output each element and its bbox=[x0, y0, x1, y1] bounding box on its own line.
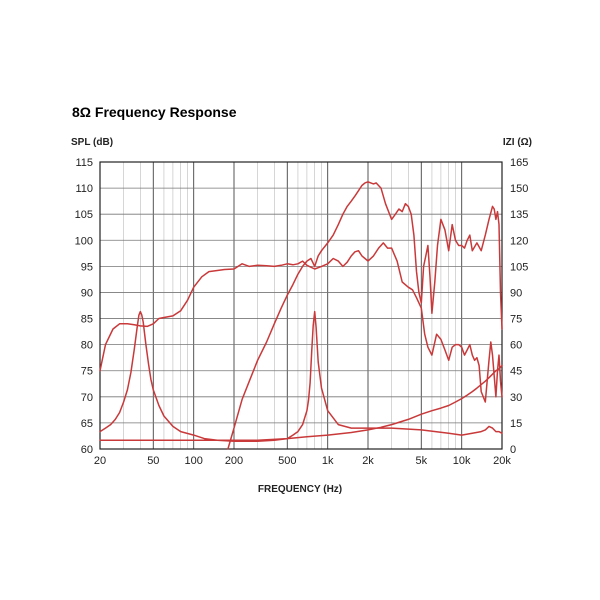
x-tick-label: 20k bbox=[493, 455, 511, 467]
y-tick-label-right: 150 bbox=[510, 183, 528, 195]
y-tick-label-right: 75 bbox=[510, 314, 522, 326]
y-tick-label-right: 15 bbox=[510, 418, 522, 430]
x-tick-label: 200 bbox=[225, 455, 243, 467]
y-tick-label-left: 115 bbox=[75, 157, 93, 169]
y-axis-label-left: SPL (dB) bbox=[71, 137, 113, 148]
tick-labels: 20 50 100 200 500 1k 2k 5k 10k 20k 115 110 105 100 95 9… bbox=[75, 157, 529, 467]
series-line-4 bbox=[99, 364, 503, 442]
y-tick-label-left: 105 bbox=[75, 209, 93, 221]
x-tick-label: 500 bbox=[278, 455, 296, 467]
y-tick-label-right: 165 bbox=[510, 157, 528, 169]
y-tick-label-right: 0 bbox=[510, 444, 516, 456]
y-tick-label-right: 60 bbox=[510, 340, 522, 352]
y-tick-label-right: 120 bbox=[510, 235, 528, 247]
x-tick-label: 1k bbox=[322, 455, 334, 467]
series bbox=[99, 181, 503, 450]
y-tick-label-left: 65 bbox=[81, 418, 93, 430]
y-tick-label-left: 90 bbox=[81, 287, 93, 299]
x-tick-label: 50 bbox=[147, 455, 159, 467]
y-tick-label-left: 110 bbox=[75, 183, 93, 195]
y-tick-label-right: 30 bbox=[510, 392, 522, 404]
y-tick-label-left: 70 bbox=[81, 392, 93, 404]
y-tick-label-right: 105 bbox=[510, 261, 528, 273]
x-tick-label: 5k bbox=[416, 455, 428, 467]
plot-frame bbox=[99, 161, 503, 450]
y-tick-label-right: 90 bbox=[510, 287, 522, 299]
y-tick-label-left: 95 bbox=[81, 261, 93, 273]
y-tick-label-left: 100 bbox=[75, 235, 93, 247]
series-line-1 bbox=[99, 242, 503, 403]
chart-title: 8Ω Frequency Response bbox=[72, 104, 237, 120]
y-tick-label-left: 80 bbox=[81, 340, 93, 352]
y-tick-label-left: 85 bbox=[81, 314, 93, 326]
x-axis-label: FREQUENCY (Hz) bbox=[258, 484, 342, 495]
x-tick-label: 10k bbox=[453, 455, 471, 467]
y-axis-label-right: IZI (Ω) bbox=[503, 137, 532, 148]
x-tick-label: 100 bbox=[184, 455, 202, 467]
y-tick-label-left: 75 bbox=[81, 366, 93, 378]
series-line-2 bbox=[227, 181, 503, 450]
y-tick-label-right: 135 bbox=[510, 209, 528, 221]
y-tick-label-left: 60 bbox=[81, 444, 93, 456]
series-line-3 bbox=[99, 310, 503, 442]
x-tick-label: 2k bbox=[362, 455, 374, 467]
grid bbox=[100, 162, 502, 449]
x-tick-label: 20 bbox=[94, 455, 106, 467]
y-tick-label-right: 45 bbox=[510, 366, 522, 378]
